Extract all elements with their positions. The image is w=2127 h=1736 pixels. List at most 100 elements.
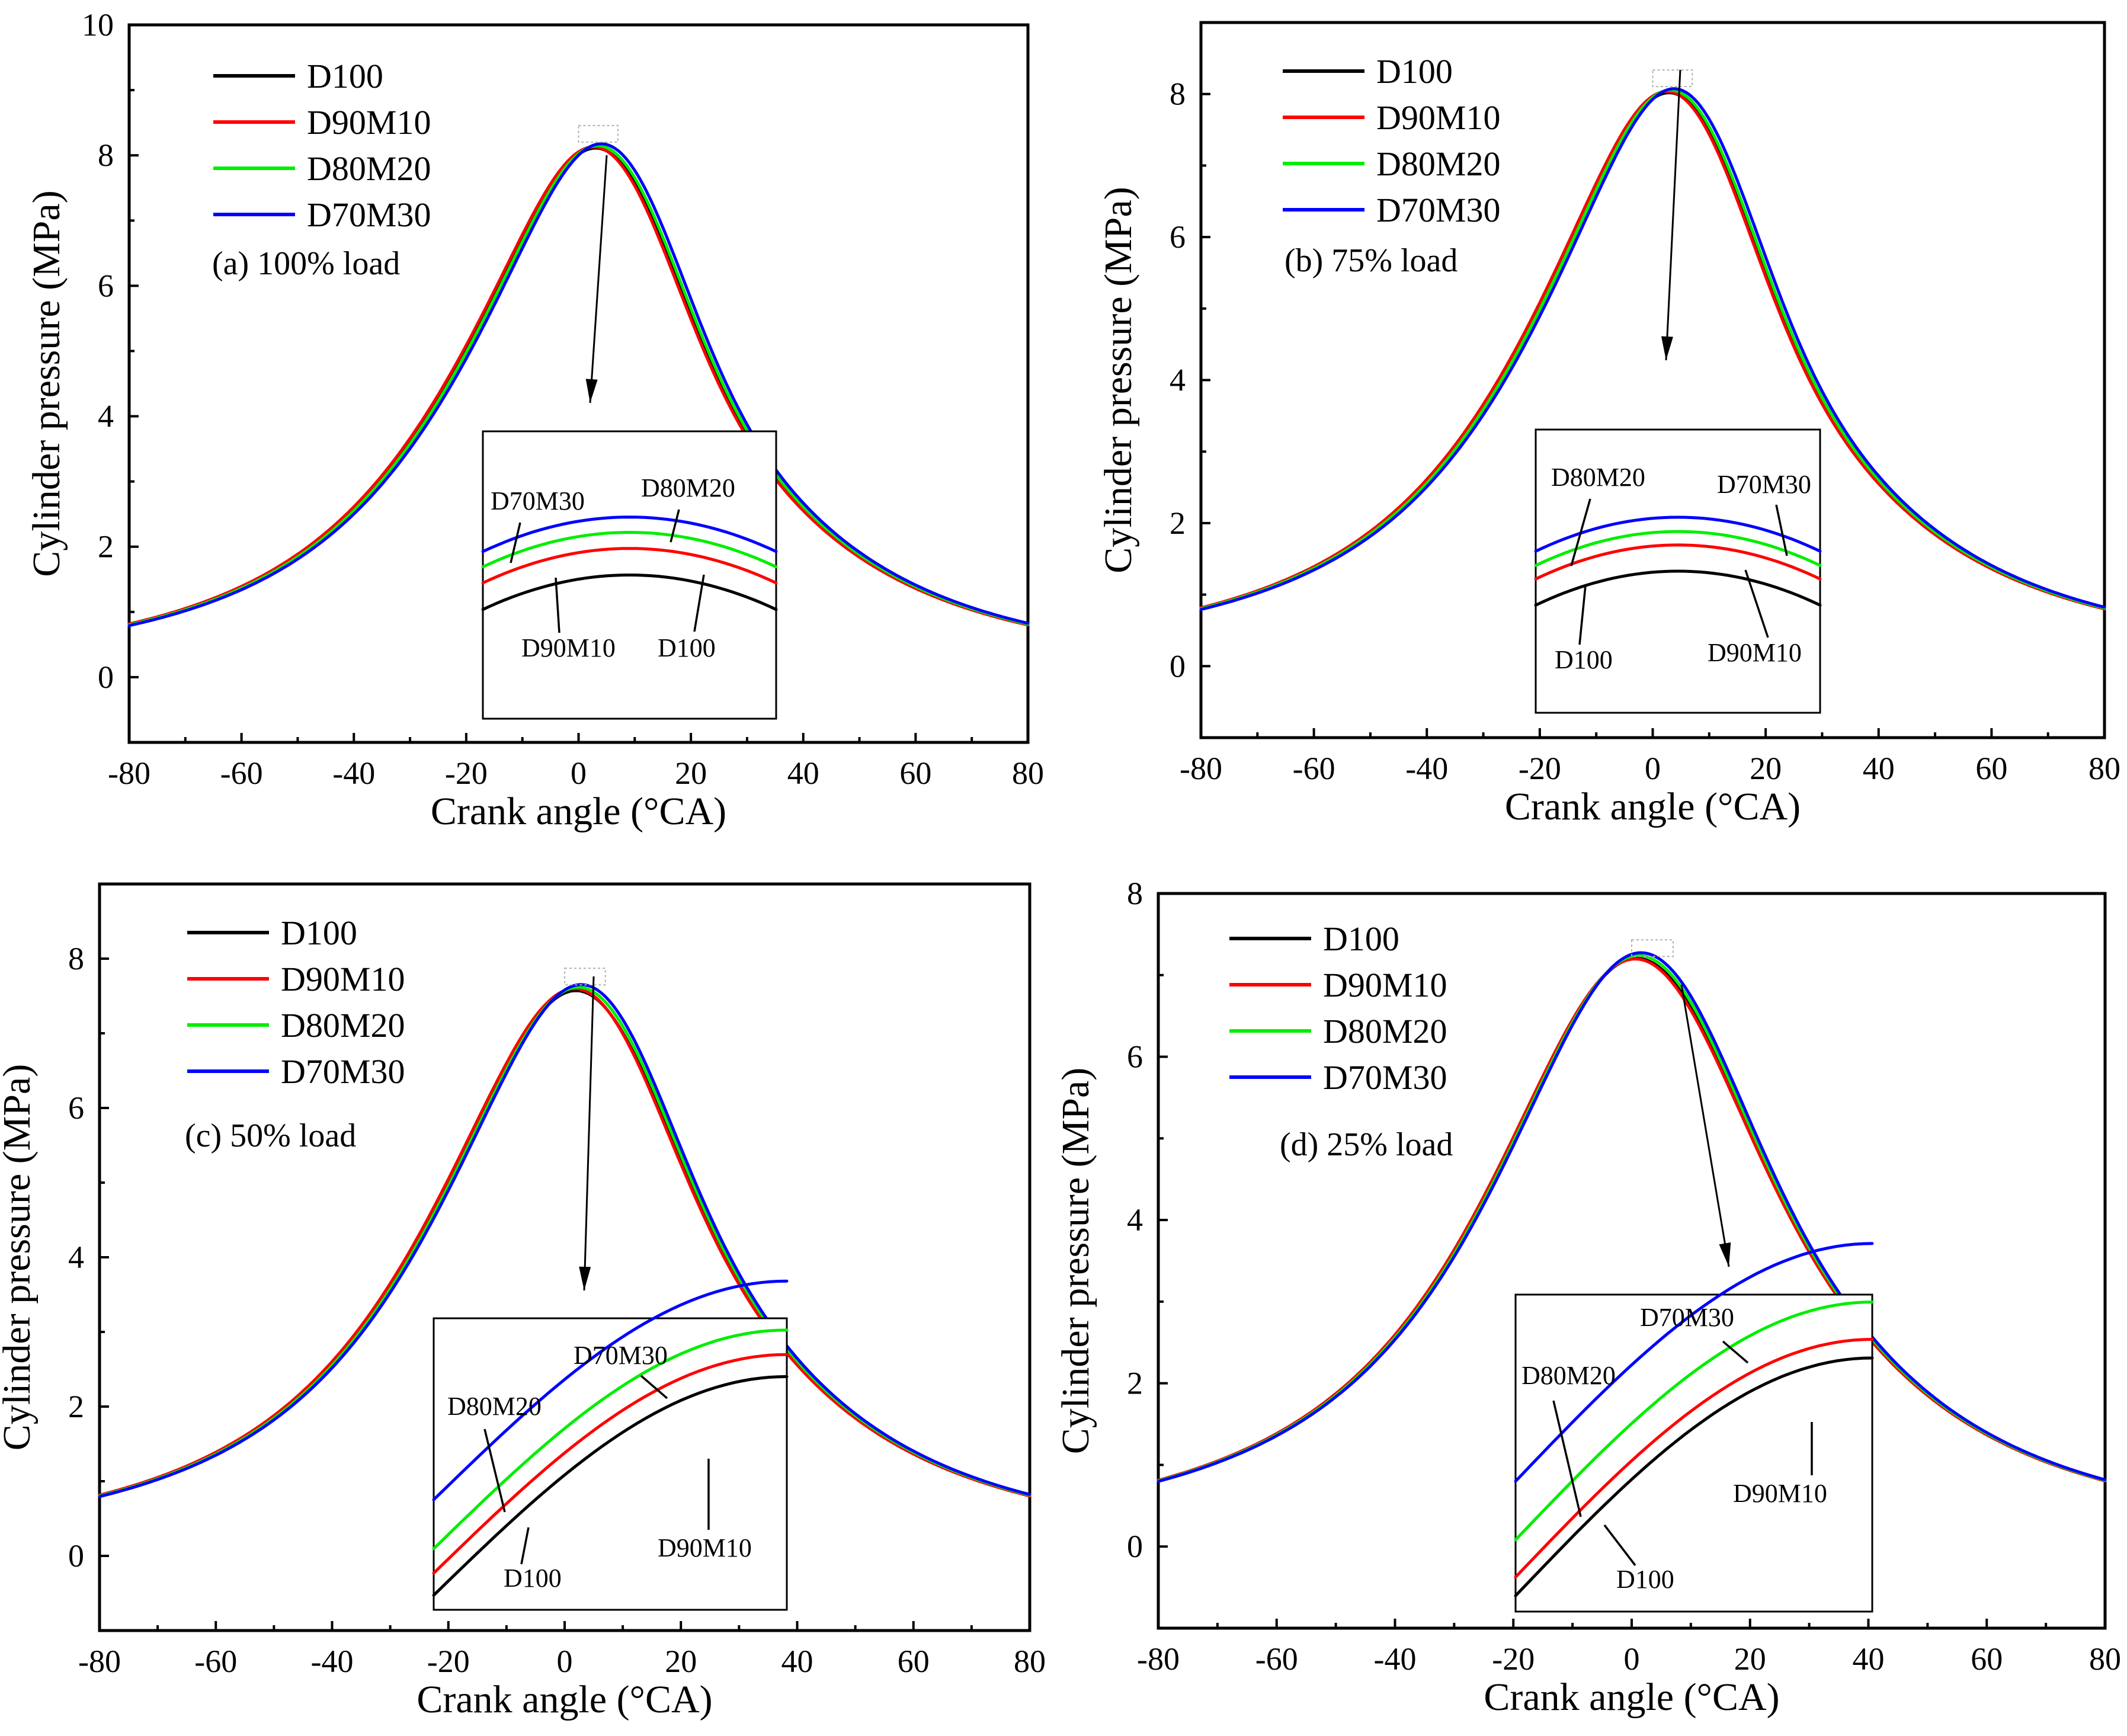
inset-label: D100 <box>658 633 716 662</box>
inset-callout-line <box>1603 1524 1636 1567</box>
legend-label: D90M10 <box>281 960 405 998</box>
inset-label: D90M10 <box>1708 638 1802 667</box>
y-tick-label: 8 <box>1127 876 1143 911</box>
y-axis-title: Cylinder pressure (MPa) <box>1097 187 1140 574</box>
x-axis-title: Crank angle (°CA) <box>1505 785 1801 828</box>
inset-label: D100 <box>504 1564 562 1593</box>
legend-label: D90M10 <box>307 103 431 142</box>
y-tick-label: 6 <box>1170 219 1186 255</box>
inset-label: D80M20 <box>1551 463 1645 492</box>
chart-panel-3: -80 -60 -40 -20 0 20 40 60 80 0 2 4 6 8 Crank angle (°… <box>0 882 1046 1721</box>
x-tick-label: 0 <box>1624 1641 1640 1677</box>
inset-label: D80M20 <box>1521 1361 1616 1390</box>
y-tick-label: 8 <box>98 137 114 173</box>
legend-label: D80M20 <box>1376 145 1500 183</box>
legend-label: D70M30 <box>1376 191 1500 229</box>
chart-panel-1: -80 -60 -40 -20 0 20 40 60 80 0 2 4 6 8 10 Crank angle … <box>25 7 1044 833</box>
legend-label: D70M30 <box>281 1052 405 1091</box>
legend-label: D100 <box>307 57 383 95</box>
inset-callout-line <box>670 509 680 543</box>
inset-callout-line <box>483 1428 506 1513</box>
inset-line-d80m20 <box>481 530 778 569</box>
zoom-region <box>1652 69 1693 88</box>
x-tick-label: -80 <box>1137 1641 1180 1677</box>
inset-callout-line <box>555 577 560 633</box>
inset-label: D80M20 <box>447 1392 542 1421</box>
legend-label: D80M20 <box>281 1006 405 1045</box>
y-tick-label: 2 <box>98 529 114 565</box>
inset-line-d90m10 <box>432 1353 789 1575</box>
y-tick-label: 4 <box>1170 363 1186 398</box>
y-tick-label: 6 <box>68 1090 84 1126</box>
inset-label: D100 <box>1555 645 1613 674</box>
y-tick-label: 2 <box>68 1389 84 1424</box>
inset-callout-line <box>510 522 521 563</box>
y-tick-label: 2 <box>1170 505 1186 541</box>
inset-callout-line <box>693 574 705 632</box>
legend-label: D100 <box>281 914 357 952</box>
inset-line-d70m30 <box>1534 515 1822 553</box>
x-tick-label: -40 <box>1405 751 1448 786</box>
x-tick-label: -40 <box>311 1644 354 1679</box>
inset-callout-line <box>520 1527 530 1565</box>
x-tick-label: 0 <box>557 1644 573 1679</box>
x-tick-label: 60 <box>1975 751 2007 786</box>
y-axis-title: Cylinder pressure (MPa) <box>25 190 68 577</box>
inset-callout-line <box>1775 504 1788 556</box>
legend-label: D70M30 <box>1323 1058 1447 1097</box>
series-line-d70m30 <box>98 983 1032 1498</box>
y-tick-label: 0 <box>98 659 114 695</box>
y-tick-label: 0 <box>68 1538 84 1574</box>
x-axis-title: Crank angle (°CA) <box>1484 1676 1779 1719</box>
zoom-region <box>578 124 619 143</box>
x-tick-label: -80 <box>1180 751 1222 786</box>
x-tick-label: 40 <box>781 1644 813 1679</box>
legend-label: D90M10 <box>1376 98 1500 137</box>
y-tick-label: 2 <box>1127 1366 1143 1401</box>
x-tick-label: -60 <box>194 1644 237 1679</box>
y-tick-label: 8 <box>1170 76 1186 112</box>
zoom-region <box>1631 939 1674 957</box>
zoom-arrow-head <box>579 1266 591 1290</box>
zoom-arrow <box>1665 69 1681 361</box>
load-label: (b) 75% load <box>1284 242 1457 279</box>
y-tick-label: 0 <box>1170 648 1186 684</box>
x-tick-label: -40 <box>1374 1641 1417 1677</box>
zoom-arrow <box>1680 984 1730 1267</box>
inset-callout-line <box>1722 1340 1749 1364</box>
x-axis-title: Crank angle (°CA) <box>431 790 726 833</box>
legend-label: D100 <box>1323 920 1399 958</box>
chart-panel-2: -80 -60 -40 -20 0 20 40 60 80 0 2 4 6 8 Crank angle (°… <box>1097 21 2120 828</box>
inset-line-d90m10 <box>1534 543 1822 581</box>
x-tick-label: 0 <box>1645 751 1661 786</box>
inset-line-d70m30 <box>1514 1242 1874 1483</box>
x-tick-label: -20 <box>427 1644 470 1679</box>
inset-line-d100 <box>481 573 778 611</box>
x-tick-label: 40 <box>1863 751 1895 786</box>
inset-callout-line <box>1552 1400 1582 1517</box>
legend-label: D70M30 <box>307 196 431 234</box>
y-tick-label: 4 <box>98 399 114 434</box>
inset-line-d80m20 <box>432 1328 789 1551</box>
inset-line-d70m30 <box>481 515 778 553</box>
inset-line-d80m20 <box>1514 1301 1874 1542</box>
inset-label: D70M30 <box>491 486 585 515</box>
legend-label: D80M20 <box>1323 1012 1447 1050</box>
inset-label: D90M10 <box>658 1533 752 1562</box>
y-tick-label: 6 <box>98 268 114 303</box>
load-label: (d) 25% load <box>1280 1126 1453 1163</box>
zoom-arrow <box>589 155 608 403</box>
y-tick-label: 4 <box>68 1239 84 1275</box>
y-tick-label: 10 <box>82 7 114 43</box>
legend-label: D90M10 <box>1323 966 1447 1004</box>
inset-line-d100 <box>1514 1356 1874 1597</box>
inset-callout-line <box>640 1375 668 1399</box>
x-tick-label: 80 <box>1012 755 1044 791</box>
x-tick-label: -60 <box>220 755 263 791</box>
inset-line-d80m20 <box>1534 530 1822 567</box>
x-tick-label: -60 <box>1255 1641 1298 1677</box>
x-tick-label: -40 <box>332 755 375 791</box>
x-tick-label: 20 <box>675 755 707 791</box>
inset-line-d90m10 <box>481 547 778 585</box>
